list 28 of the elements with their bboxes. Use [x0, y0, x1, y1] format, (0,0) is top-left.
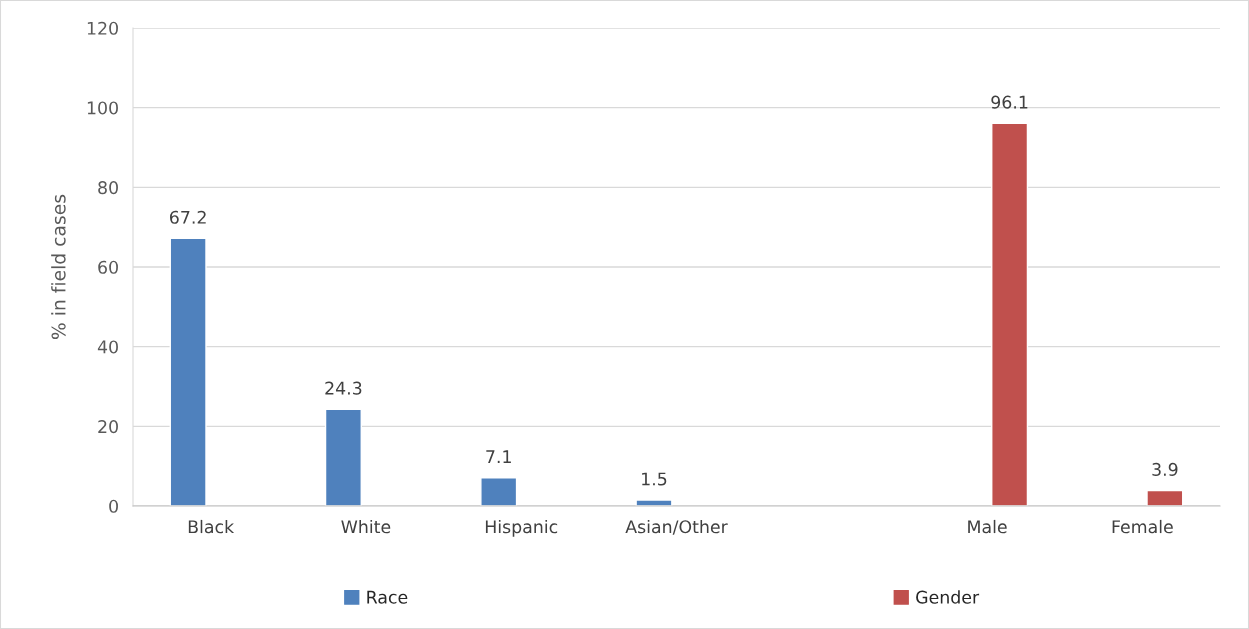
bar	[635, 499, 673, 506]
legend-label: Gender	[916, 590, 980, 604]
data-label: 3.9	[1152, 462, 1178, 476]
data-label: 67.2	[170, 210, 206, 224]
x-tick-label: Hispanic	[485, 519, 558, 537]
data-label: 1.5	[642, 472, 667, 486]
y-tick-label: 80	[98, 181, 118, 195]
bar	[480, 477, 518, 506]
data-label: 24.3	[325, 381, 362, 395]
x-tick-label: White	[341, 519, 391, 534]
data-label: 96.1	[991, 95, 1028, 109]
y-tick-label: 20	[98, 420, 118, 434]
y-tick-label: 100	[87, 101, 118, 115]
bar	[324, 408, 362, 506]
bar	[991, 122, 1029, 506]
y-axis-title: % in field cases	[51, 194, 66, 340]
x-tick-label: Asian/Other	[625, 519, 728, 535]
y-tick-label: 60	[98, 260, 118, 274]
data-label: 7.1	[486, 450, 511, 463]
x-tick-label: Black	[188, 519, 235, 534]
x-tick-label: Male	[968, 519, 1007, 534]
y-tick-label: 0	[109, 499, 118, 513]
legend-label: Race	[367, 590, 408, 604]
bar	[169, 237, 207, 506]
y-tick-label: 40	[97, 340, 118, 354]
x-tick-label: Female	[1112, 519, 1173, 534]
y-tick-label: 120	[87, 21, 118, 35]
bar	[1146, 489, 1184, 506]
